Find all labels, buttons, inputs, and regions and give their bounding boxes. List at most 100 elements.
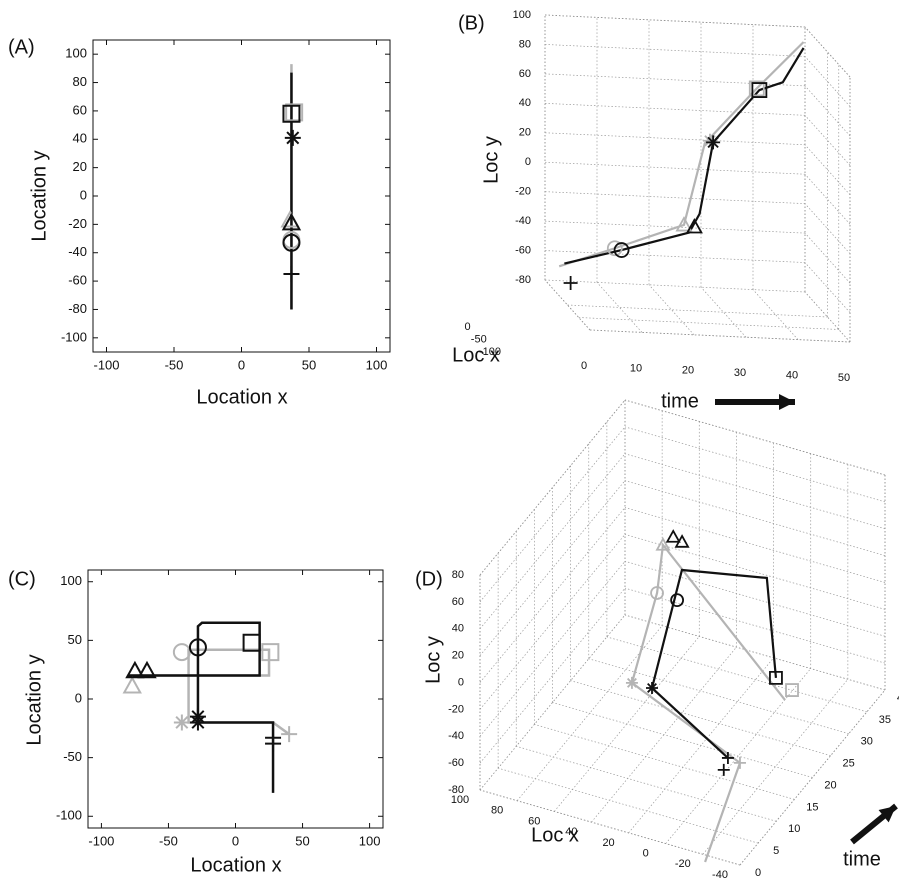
y-tick-label: 20 — [519, 127, 531, 139]
grid-line — [567, 304, 828, 318]
marker-asterisk — [625, 676, 638, 689]
grid-line — [544, 102, 806, 116]
marker-asterisk — [284, 129, 301, 146]
y-tick-label: 20 — [452, 650, 464, 662]
grid-line — [554, 636, 700, 812]
x-tick-label: 20 — [602, 837, 614, 849]
y-tick-label: 60 — [519, 68, 531, 80]
y-tick-label: 50 — [68, 632, 82, 647]
x-tick-label: 50 — [295, 833, 309, 848]
marker-square — [261, 643, 280, 662]
x-tick-label: 0 — [643, 847, 649, 859]
grid-line — [516, 625, 663, 801]
y-tick-label: 20 — [73, 159, 87, 174]
z-tick-label: 0 — [581, 360, 587, 372]
x-tick-label: -100 — [93, 357, 119, 372]
marker-triangle — [665, 529, 681, 543]
marker-triangle — [122, 676, 142, 694]
time-arrow-head — [878, 806, 896, 823]
grid-line — [589, 329, 851, 343]
z-tick-label: 0 — [755, 867, 761, 879]
marker-plus — [563, 276, 578, 291]
grid-line — [479, 453, 626, 629]
grid-line — [624, 587, 886, 664]
plot-frame — [92, 39, 391, 353]
y-tick-label: 40 — [519, 97, 531, 109]
x-tick-label: -50 — [159, 833, 178, 848]
grid-line — [544, 14, 806, 28]
grid-line — [479, 426, 626, 603]
grid-line — [702, 679, 849, 855]
marker-plus — [717, 763, 730, 776]
y-tick-label: -40 — [515, 215, 531, 227]
grid-line — [544, 191, 806, 205]
z-axis-label: time — [661, 390, 699, 412]
grid-line — [596, 282, 643, 333]
y-tick-label: 0 — [75, 690, 82, 705]
x-tick-label: 0 — [238, 357, 245, 372]
grid-line — [628, 657, 774, 834]
marker-triangle — [674, 534, 690, 548]
marker-circle — [606, 240, 623, 257]
marker-plus — [281, 726, 298, 743]
z-tick-label: 20 — [682, 365, 694, 377]
y-tick-label: -20 — [515, 186, 531, 198]
grid-line — [752, 289, 799, 340]
marker-plus — [721, 751, 734, 764]
grid-line — [648, 284, 695, 336]
grid-line — [544, 279, 806, 293]
z-tick-label: 35 — [879, 714, 891, 726]
grid-line — [804, 85, 851, 137]
y-tick-label: 0 — [525, 156, 531, 168]
marker-triangle — [675, 216, 693, 232]
x-tick-label: -100 — [88, 833, 114, 848]
y-tick-label: 100 — [513, 9, 531, 21]
panel-label: (A) — [8, 36, 35, 58]
marker-circle — [172, 643, 191, 662]
marker-triangle — [125, 660, 145, 679]
z-tick-label: 40 — [786, 370, 798, 382]
grid-line — [479, 587, 626, 764]
panel-label: (C) — [8, 568, 36, 590]
x-tick-label: 100 — [451, 794, 469, 806]
box-edge — [479, 789, 741, 866]
marker-circle — [613, 242, 630, 258]
x-tick-label: 100 — [366, 357, 388, 372]
z-tick-label: 30 — [734, 367, 746, 379]
marker-asterisk — [646, 681, 659, 694]
grid-line — [544, 279, 591, 331]
marker-square — [242, 633, 261, 652]
y-tick-label: 60 — [73, 102, 87, 117]
grid-line — [624, 560, 886, 637]
z-axis-label: time — [843, 848, 881, 870]
y-tick-label: -60 — [515, 244, 531, 256]
z-tick-label: 20 — [824, 779, 836, 791]
grid-line — [739, 689, 886, 866]
grid-line — [804, 173, 851, 225]
grid-line — [804, 203, 851, 254]
y-tick-label: 100 — [60, 573, 82, 588]
y-axis-label: Loc y — [422, 636, 444, 684]
x-tick-label: -40 — [712, 869, 728, 879]
trajectory-line — [564, 47, 805, 265]
z-tick-label: 10 — [788, 823, 800, 835]
marker-asterisk — [706, 135, 721, 150]
grid-line — [544, 73, 806, 87]
grid-line — [479, 399, 626, 576]
marker-plus — [283, 266, 300, 282]
trajectory-line — [128, 621, 275, 793]
y-tick-label: -60 — [68, 273, 87, 288]
x-tick-label: 100 — [359, 833, 381, 848]
grid-line — [544, 161, 806, 175]
z-tick-label: 25 — [843, 758, 855, 770]
z-tick-label: 50 — [838, 372, 850, 384]
y-tick-label: -100 — [61, 329, 87, 344]
y-tick-label: 0 — [80, 187, 87, 202]
marker-square — [282, 104, 301, 123]
y-tick-label: 40 — [452, 623, 464, 635]
x-tick-label: -20 — [675, 858, 691, 870]
trajectory-line — [558, 41, 805, 268]
x-tick-label: 0 — [464, 321, 470, 333]
marker-circle — [188, 638, 207, 657]
